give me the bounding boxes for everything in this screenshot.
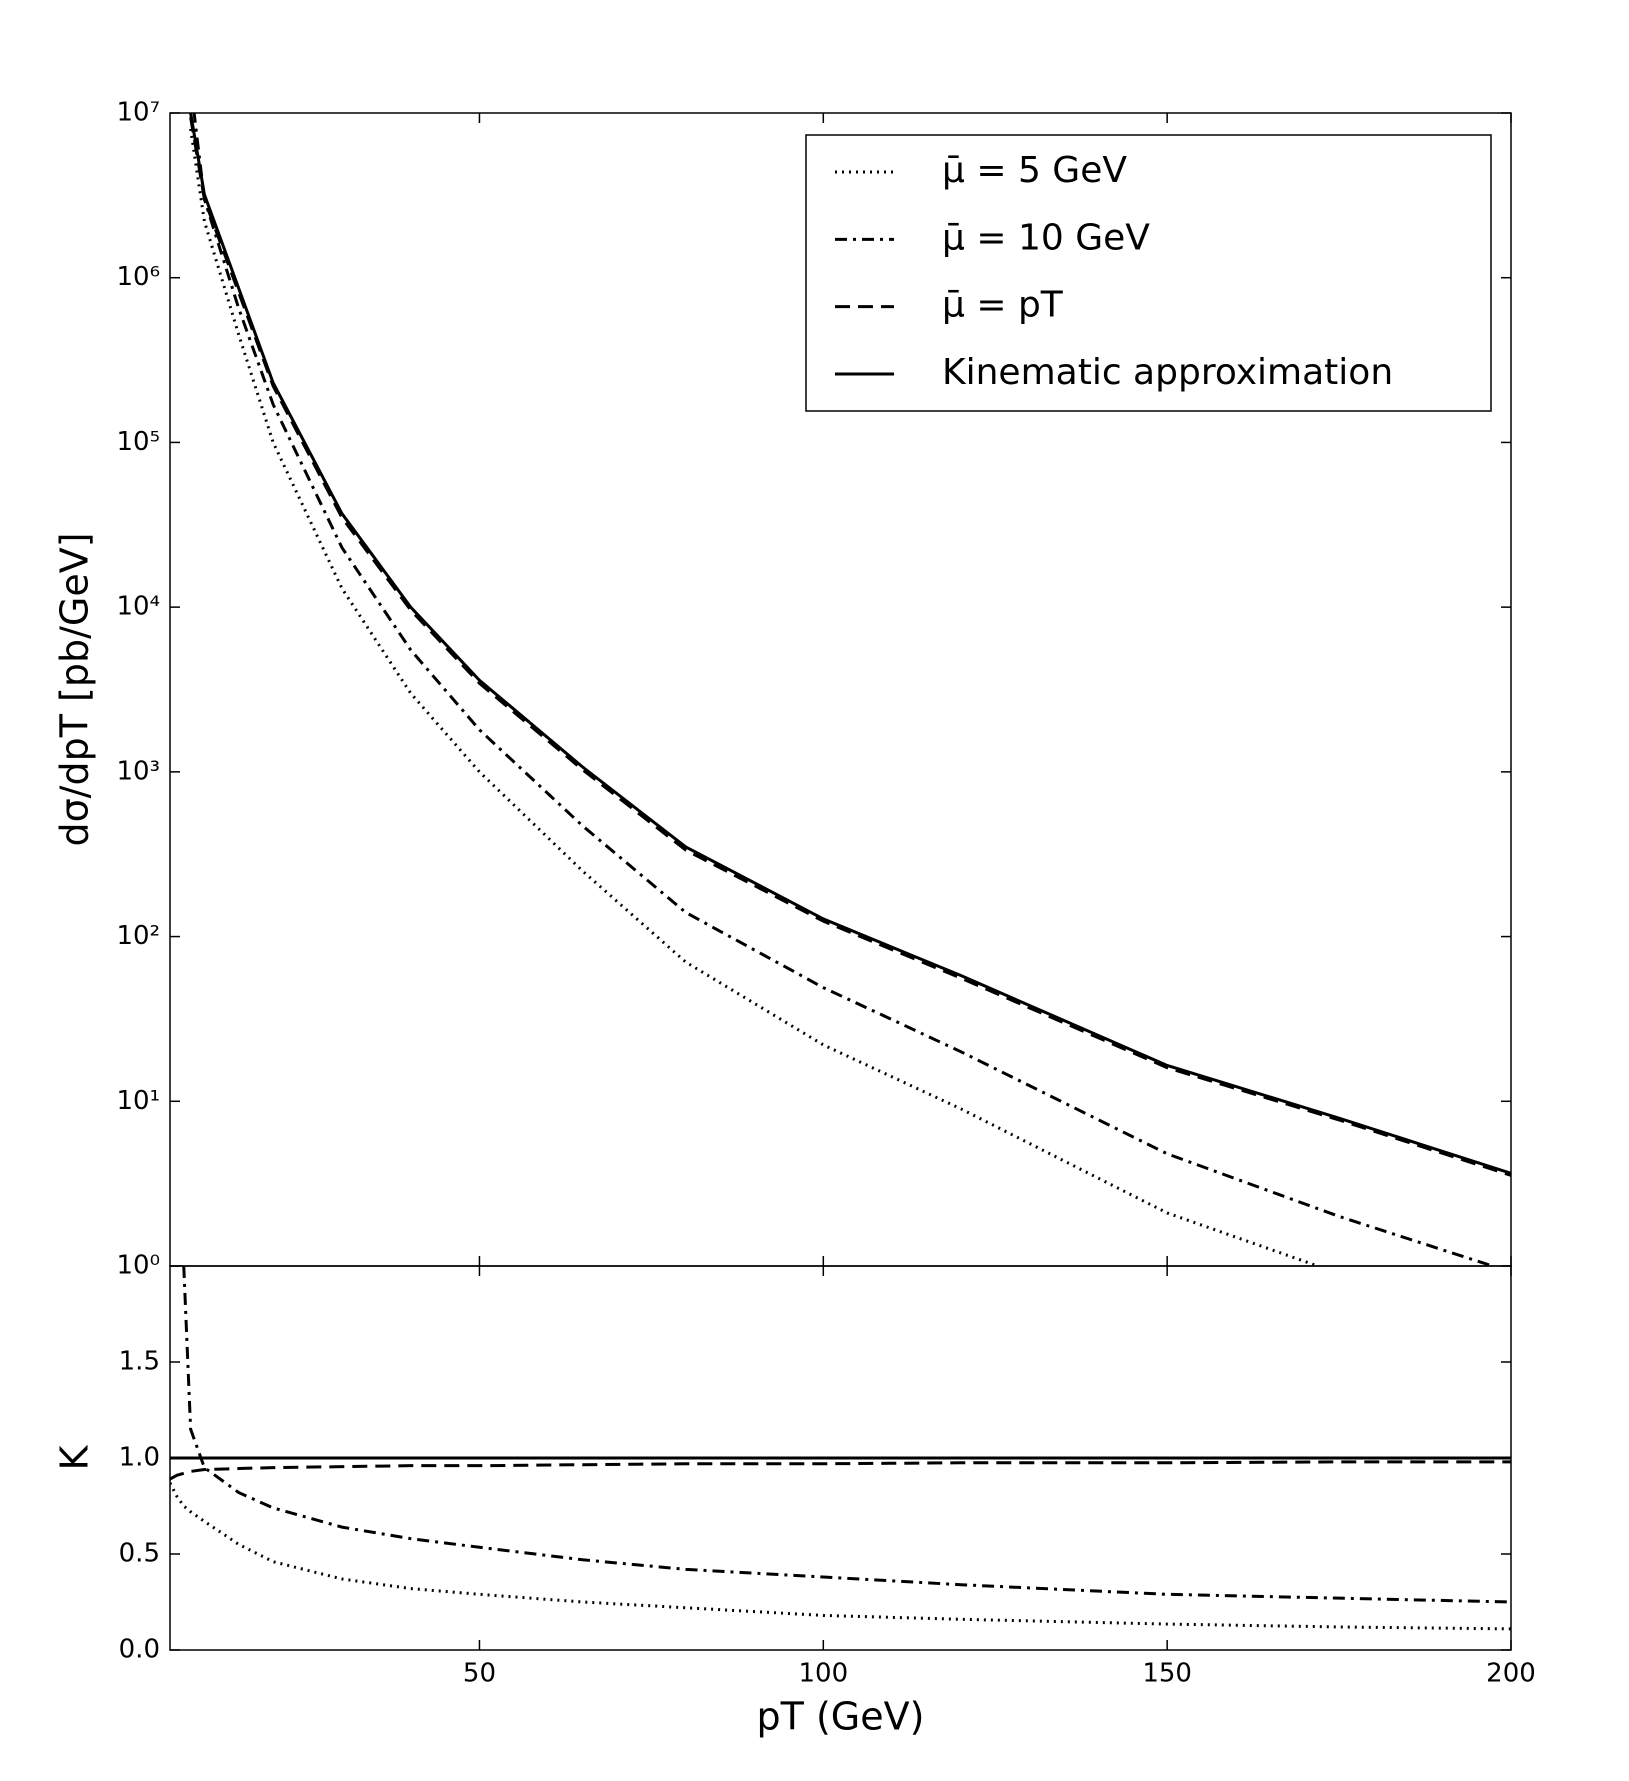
legend-label: μ̄ = 5 GeV bbox=[942, 150, 1127, 191]
frame bbox=[169, 1265, 1512, 1651]
y-tick-label: 10⁴ bbox=[116, 592, 160, 622]
y-tick-label: 10² bbox=[116, 921, 160, 951]
y-axis-label: dσ/dpT [pb/GeV] bbox=[53, 532, 97, 846]
x-tick-label: 200 bbox=[1486, 1659, 1536, 1689]
x-axis-label: pT (GeV) bbox=[757, 1695, 925, 1739]
series-line bbox=[182, 1266, 1511, 1604]
y-tick-label: 0.5 bbox=[119, 1539, 160, 1569]
x-tick-label: 150 bbox=[1142, 1659, 1192, 1689]
y-tick-label: 10⁷ bbox=[116, 98, 160, 128]
y-tick-label: 1.5 bbox=[119, 1347, 160, 1377]
legend-box bbox=[805, 134, 1492, 412]
legend-label: Kinematic approximation bbox=[942, 352, 1393, 393]
y-tick-label: 10⁶ bbox=[116, 262, 160, 292]
series-line bbox=[189, 117, 1511, 1177]
legend-label: μ̄ = pT bbox=[942, 285, 1064, 326]
plot-area bbox=[189, 113, 1511, 1266]
plot-area bbox=[170, 1266, 1511, 1631]
series-line bbox=[192, 113, 1498, 1266]
y-tick-label: 10³ bbox=[116, 756, 160, 786]
x-tick-label: 50 bbox=[463, 1659, 496, 1689]
series-line bbox=[170, 1460, 1511, 1481]
y-tick-label: 10⁵ bbox=[116, 427, 160, 457]
y-tick-label: 10⁰ bbox=[116, 1251, 160, 1281]
series-line bbox=[189, 113, 1511, 1175]
x-tick-label: 100 bbox=[798, 1659, 848, 1689]
y-tick-label: 10¹ bbox=[116, 1086, 160, 1116]
legend-label: μ̄ = 10 GeV bbox=[942, 217, 1150, 258]
y-tick-label: 1.0 bbox=[119, 1443, 160, 1473]
y-tick-label: 0.0 bbox=[119, 1635, 160, 1665]
y-axis-label: K bbox=[53, 1444, 97, 1470]
series-line bbox=[170, 1482, 1511, 1631]
